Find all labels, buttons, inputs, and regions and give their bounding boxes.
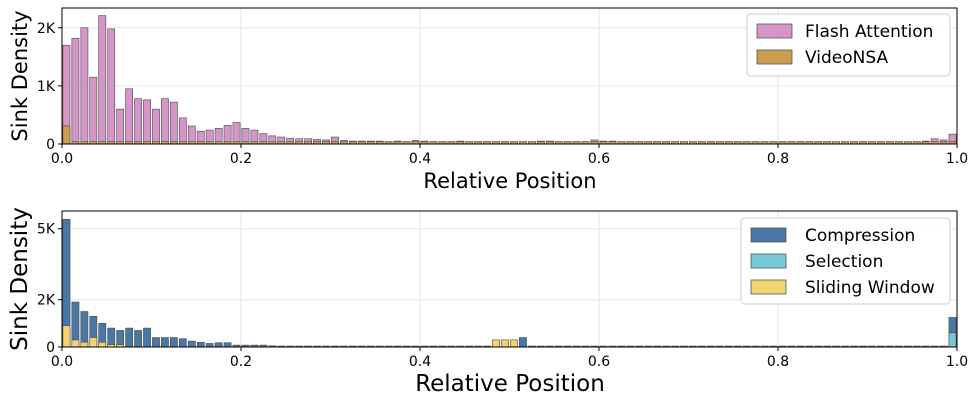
x-tick-label: 0.8 <box>767 151 789 167</box>
legend-top: Flash Attention VideoNSA <box>746 13 951 77</box>
bar-sliding-window <box>62 325 71 348</box>
bars-top <box>62 15 957 145</box>
legend-swatch-videonsa <box>756 49 793 65</box>
bar-flash-attention <box>161 98 169 145</box>
bar-flash-attention <box>178 117 187 145</box>
bar-compression <box>107 327 116 348</box>
x-tick-label: 0.2 <box>230 354 252 370</box>
legend-label-flash-attention: Flash Attention <box>805 22 933 42</box>
xticks-top: 0.0 0.2 0.4 0.6 0.8 1.0 <box>51 144 968 167</box>
legend-label-compression: Compression <box>805 226 915 246</box>
x-tick-label: 0.0 <box>51 151 73 167</box>
bar-sliding-window <box>510 339 518 348</box>
bar-flash-attention <box>116 108 125 145</box>
bar-compression <box>161 337 169 348</box>
bar-flash-attention <box>107 28 116 145</box>
legend-swatch-compression <box>750 227 787 243</box>
bar-compression <box>196 341 205 348</box>
legend-label-videonsa: VideoNSA <box>805 48 888 68</box>
y-tick-label: 2K <box>37 21 56 37</box>
x-tick-label: 0.4 <box>409 354 431 370</box>
legend-box-top <box>746 13 951 77</box>
legend-swatch-selection <box>750 253 787 269</box>
bar-compression <box>152 337 160 348</box>
panel-bottom: 0.0 0.2 0.4 0.6 0.8 1.0 0 2K 5K Relative Positi… <box>7 207 968 397</box>
bar-flash-attention <box>223 125 232 145</box>
y-tick-label: 0 <box>46 137 55 153</box>
legend-bottom: Compression Selection Sliding Window <box>740 217 951 305</box>
bar-compression <box>125 327 134 348</box>
bar-flash-attention <box>80 27 89 145</box>
legend-label-sliding-window: Sliding Window <box>805 278 935 298</box>
bar-compression <box>519 337 527 348</box>
x-axis-label-bottom: Relative Position <box>415 371 605 397</box>
x-axis-label-top: Relative Position <box>423 169 596 193</box>
legend-box-bottom <box>740 217 951 305</box>
y-tick-label: 1K <box>37 79 56 95</box>
bar-flash-attention <box>187 125 196 145</box>
x-tick-label: 0.0 <box>51 354 73 370</box>
legend-swatch-sliding-window <box>750 279 787 295</box>
x-tick-label: 0.4 <box>409 151 431 167</box>
xticks-bottom: 0.0 0.2 0.4 0.6 0.8 1.0 <box>51 347 968 370</box>
panel-top: 0.0 0.2 0.4 0.6 0.8 1.0 0 1K 2K Relative Positi… <box>8 7 968 193</box>
bar-sliding-window <box>501 339 509 348</box>
bar-flash-attention <box>98 15 107 145</box>
bar-sliding-window <box>98 341 107 348</box>
bar-compression <box>205 343 214 348</box>
bar-flash-attention <box>143 99 151 145</box>
plot-frame-bottom <box>61 210 958 348</box>
bar-compression <box>143 327 151 348</box>
x-tick-label: 1.0 <box>946 354 968 370</box>
y-axis-label-bottom: Sink Density <box>7 207 33 351</box>
bar-compression <box>187 340 196 348</box>
legend-swatch-flash-attention <box>756 23 793 39</box>
bar-flash-attention <box>134 98 142 145</box>
bar-flash-attention <box>71 37 80 145</box>
bar-compression <box>80 311 89 348</box>
bar-compression <box>223 342 232 348</box>
y-axis-label-top: Sink Density <box>8 10 32 141</box>
x-tick-label: 0.8 <box>767 354 789 370</box>
bar-compression <box>170 337 178 348</box>
x-tick-label: 1.0 <box>946 151 968 167</box>
y-tick-label: 5K <box>37 222 56 238</box>
bar-compression <box>134 330 142 348</box>
bar-compression <box>178 338 187 348</box>
bar-flash-attention <box>152 108 160 145</box>
bar-flash-attention <box>89 76 98 145</box>
yticks-bottom: 0 2K 5K <box>37 222 62 356</box>
bar-sliding-window <box>71 339 80 348</box>
yticks-top: 0 1K 2K <box>37 21 62 153</box>
x-tick-label: 0.2 <box>230 151 252 167</box>
y-tick-label: 0 <box>46 340 55 356</box>
bar-sliding-window <box>492 339 500 348</box>
bar-flash-attention <box>125 88 134 145</box>
bar-flash-attention <box>232 122 241 145</box>
x-tick-label: 0.6 <box>588 354 610 370</box>
y-tick-label: 2K <box>37 293 56 309</box>
bar-compression <box>214 342 223 348</box>
bar-sliding-window <box>89 337 98 348</box>
legend-label-selection: Selection <box>805 252 883 272</box>
bar-selection <box>948 332 957 348</box>
bar-flash-attention <box>170 101 178 145</box>
x-tick-label: 0.6 <box>588 151 610 167</box>
plot-frame-top <box>61 7 958 145</box>
bar-sliding-window <box>80 341 89 348</box>
bar-videonsa <box>62 125 71 145</box>
